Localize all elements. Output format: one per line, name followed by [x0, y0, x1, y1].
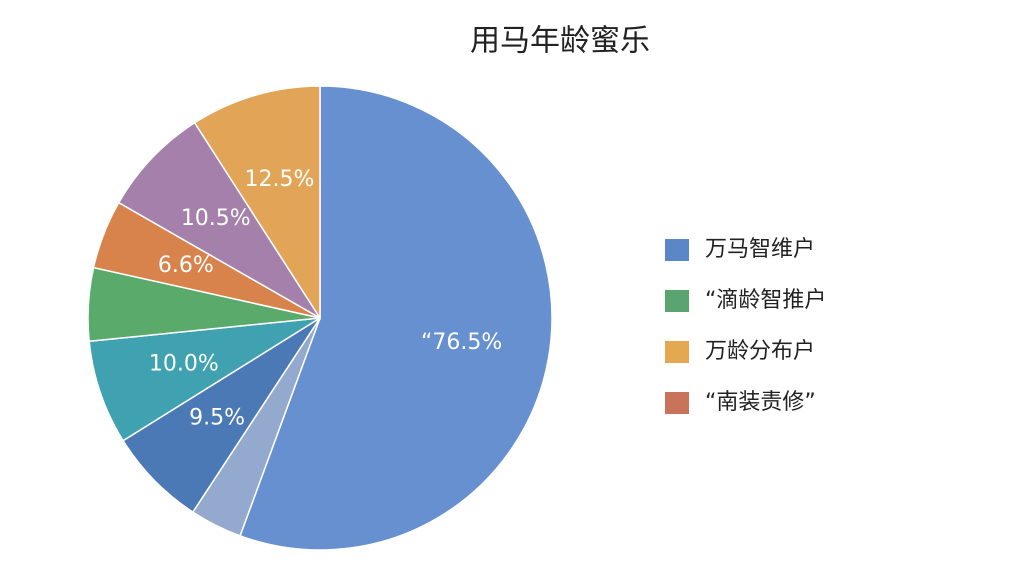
pie-slice: [117, 121, 321, 319]
legend-swatch: [665, 341, 689, 363]
legend-label: “南装责修”: [705, 390, 816, 415]
legend-swatch: [665, 290, 689, 312]
value-label: 6.6%: [158, 253, 214, 278]
legend-label: 万龄分布户: [705, 339, 815, 364]
legend-swatch: [665, 239, 689, 261]
pie-slice: [239, 85, 553, 551]
pie-slice: [193, 85, 321, 321]
legend-label: 万马智维户: [705, 237, 815, 262]
legend-label: “滴龄智推户: [705, 288, 826, 313]
value-label: 12.5%: [245, 167, 315, 192]
pie-slice: [88, 317, 321, 442]
chart-title: 用马年龄蜜乐: [470, 24, 650, 59]
value-label: “76.5%: [421, 330, 502, 355]
value-label: 9.5%: [189, 406, 245, 431]
legend-swatch: [665, 392, 689, 414]
value-label: 10.5%: [181, 206, 251, 231]
value-label: 10.0%: [149, 351, 219, 376]
